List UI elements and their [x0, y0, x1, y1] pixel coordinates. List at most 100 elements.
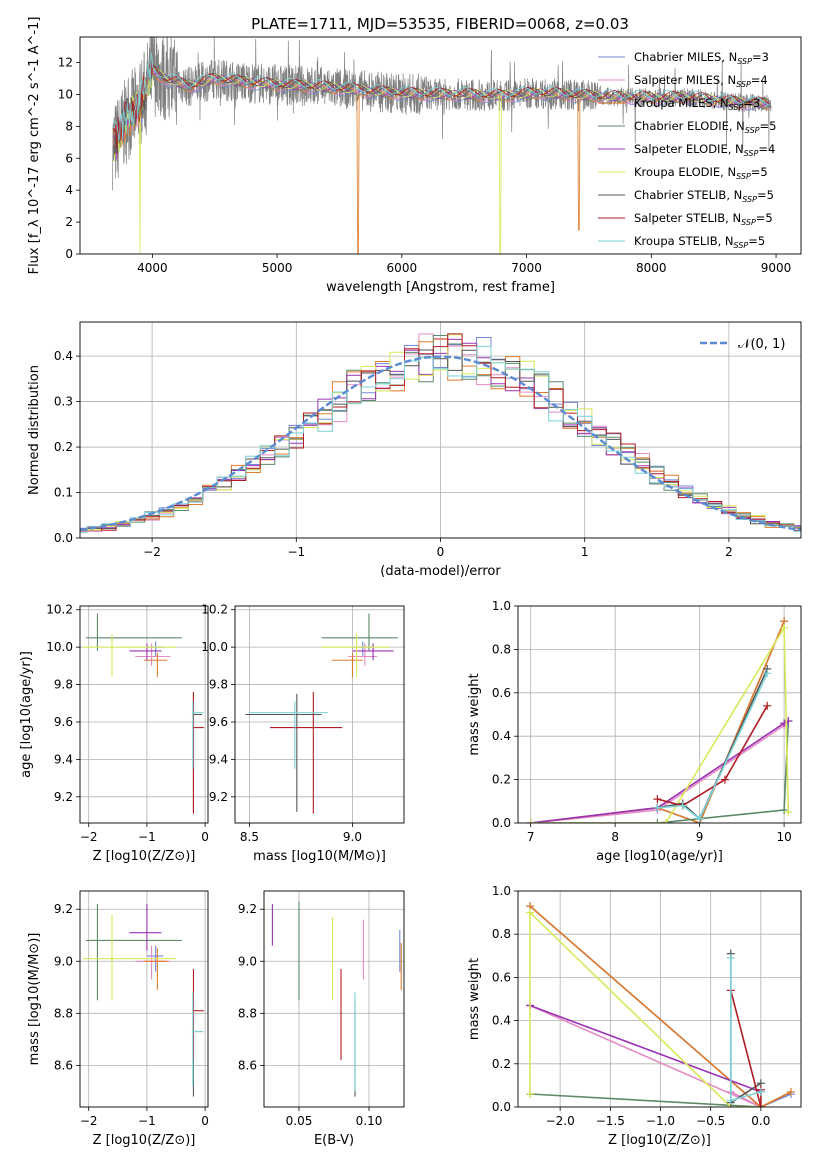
x-tick-label: −2 [143, 545, 161, 559]
weight-marker [653, 795, 662, 804]
y-tick-label: 9.2 [54, 790, 73, 804]
legend-label: Chabrier MILES, NSSP=3 [634, 50, 769, 66]
y-tick-label: 0.2 [54, 440, 73, 454]
weight-line [529, 1093, 761, 1107]
x-tick-label: −0.5 [696, 1114, 725, 1128]
y-tick-label: 0.6 [492, 686, 511, 700]
plot-area [80, 322, 801, 538]
errorbar-point [146, 641, 164, 657]
model-spectrum-line [113, 68, 770, 254]
x-tick-label: 2 [725, 545, 733, 559]
weight-marker [526, 1090, 535, 1099]
y-tick-label: 8.8 [238, 1006, 257, 1020]
axes-z-age: −2 −1 0 9.2 9.4 9.6 9.8 10.0 10.2 Z [log10(Z/Z⊙)]… [19, 603, 209, 864]
weight-line [529, 910, 761, 1107]
x-tick-label: 5000 [262, 261, 293, 275]
y-tick-label: 10.2 [46, 603, 73, 617]
y-tick-label: 10.0 [46, 640, 73, 654]
legend-label: Salpeter MILES, NSSP=4 [634, 73, 768, 89]
y-axis-label: Normed distribution [27, 365, 42, 495]
axes-z-mass: −2 −1 0 8.6 8.8 9.0 9.2 Z [log10(Z/Z⊙)] mass [lo… [27, 890, 209, 1148]
legend-label: Kroupa STELIB, NSSP=5 [634, 234, 765, 250]
plot-area [80, 891, 208, 1107]
x-axis-label: Z [log10(Z/Z⊙)] [608, 1133, 711, 1148]
errorbar-point [191, 701, 204, 769]
figure-title: PLATE=1711, MJD=53535, FIBERID=0068, z=0… [251, 15, 629, 33]
x-tick-label: 0.10 [356, 1114, 383, 1128]
y-tick-label: 0.8 [492, 927, 511, 941]
x-axis-label: (data-model)/error [380, 564, 501, 579]
y-tick-label: 10.2 [201, 603, 228, 617]
errorbar-point [192, 969, 204, 1061]
plot-area [518, 606, 801, 823]
panel-ebv-mass: 0.05 0.10 8.6 8.8 9.0 9.2 E(B-V) [238, 890, 405, 1148]
axes-frame [517, 890, 802, 1108]
x-tick-label: −2.0 [546, 1114, 575, 1128]
legend-label: Salpeter STELIB, NSSP=5 [634, 211, 773, 227]
weight-marker [726, 953, 735, 962]
y-axis-label: mass [log10(M/M⊙)] [27, 933, 42, 1066]
errorbar-point [82, 914, 176, 1001]
x-tick-label: −1 [138, 1114, 156, 1128]
panel-z-weight: −2.0 −1.5 −1.0 −0.5 0.0 0.0 0.2 0.4 0.6 0.8 1.0 Z [… [467, 884, 802, 1148]
x-tick-label: 8000 [636, 261, 667, 275]
legend: Chabrier MILES, NSSP=3 Salpeter MILES, NS… [598, 50, 776, 250]
legend-label: Kroupa MILES, NSSP=3 [634, 96, 760, 112]
axes-ebv-mass: 0.05 0.10 8.6 8.8 9.0 9.2 E(B-V) [238, 890, 405, 1148]
x-axis-label: age [log10(age/yr)] [596, 849, 723, 864]
x-tick-label: −1.0 [646, 1114, 675, 1128]
plot-area [80, 606, 208, 823]
y-tick-label: 8.8 [54, 1006, 73, 1020]
weight-marker [780, 623, 789, 632]
weight-line [530, 620, 785, 823]
weight-line [730, 990, 762, 1107]
y-tick-label: 0.3 [54, 395, 73, 409]
panel-spectrum: 4000 5000 6000 7000 8000 9000 0 2 4 6 8 10 12 wavelen… [27, 17, 802, 295]
y-tick-label: 0.0 [492, 816, 511, 830]
panel-residuals: −2 −1 0 1 2 0.0 0.1 0.2 0.3 0.4 (data-model)/error… [27, 321, 802, 579]
y-tick-label: 0.4 [54, 349, 73, 363]
x-tick-label: 7 [527, 830, 535, 844]
y-tick-label: 9.2 [54, 902, 73, 916]
weight-marker [763, 701, 772, 710]
y-tick-label: 9.6 [54, 715, 73, 729]
model-spectrum-line [113, 62, 770, 153]
weight-marker [653, 819, 662, 823]
y-tick-label: 1.0 [492, 599, 511, 613]
errorbar-point [270, 692, 343, 814]
axes-age-weight: 7 8 9 10 0.0 0.2 0.4 0.6 0.8 1.0 age [log10(age/yr… [467, 599, 802, 864]
y-tick-label: 0.8 [492, 642, 511, 656]
weight-line [730, 958, 762, 1102]
weight-marker [678, 801, 687, 810]
errorbar-point [352, 641, 374, 657]
plot-area [264, 891, 404, 1107]
y-tick-label: 9.6 [209, 715, 228, 729]
y-axis-label: mass weight [467, 958, 482, 1040]
plot-area [235, 606, 404, 823]
weight-line [530, 720, 790, 823]
x-tick-label: 0 [437, 545, 445, 559]
errorbar-point [144, 652, 168, 678]
y-tick-label: 0 [65, 247, 73, 261]
y-tick-label: 10 [58, 87, 73, 101]
panel-age-weight: 7 8 9 10 0.0 0.2 0.4 0.6 0.8 1.0 age [log10(age/yr… [467, 599, 802, 864]
gaussian-curve [80, 355, 801, 532]
y-tick-label: 0.0 [54, 531, 73, 545]
x-tick-label: 6000 [387, 261, 418, 275]
axes-spectrum: 4000 5000 6000 7000 8000 9000 0 2 4 6 8 10 12 wavelen… [27, 17, 802, 295]
weight-line [530, 624, 790, 823]
errorbar-point [82, 634, 176, 678]
y-tick-label: 0.4 [492, 729, 511, 743]
errorbar-point [129, 904, 162, 951]
y-tick-label: 9.0 [54, 954, 73, 968]
x-tick-label: −2 [80, 1114, 98, 1128]
errorbar-point [321, 613, 398, 651]
weight-line [529, 1004, 762, 1093]
y-tick-label: 9.2 [209, 790, 228, 804]
axes-residuals: −2 −1 0 1 2 0.0 0.1 0.2 0.3 0.4 (data-model)/error… [27, 321, 802, 579]
y-tick-label: 9.4 [54, 752, 73, 766]
legend-label: Kroupa ELODIE, NSSP=5 [634, 165, 768, 181]
weight-marker [726, 1096, 735, 1105]
errorbar-point [191, 992, 204, 1087]
y-axis-label: Flux [f_λ 10^-17 erg cm^-2 s^-1 A^-1] [27, 17, 42, 275]
